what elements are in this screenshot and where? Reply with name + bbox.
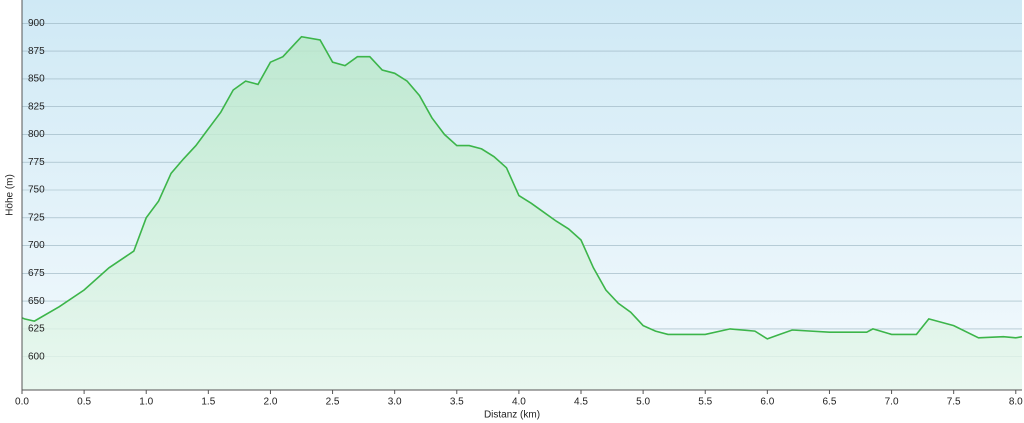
y-tick-label: 725: [28, 212, 45, 223]
x-tick-label: 1.0: [139, 397, 153, 408]
x-tick-label: 1.5: [201, 397, 215, 408]
area-fill: [22, 36, 1022, 390]
x-tick-label: 7.0: [885, 397, 899, 408]
y-tick-label: 825: [28, 101, 45, 112]
y-tick-label: 625: [28, 324, 45, 335]
y-tick-label: 650: [28, 296, 45, 307]
x-tick-label: 0.5: [77, 397, 91, 408]
x-tick-label: 8.0: [1009, 397, 1023, 408]
x-tick-label: 5.0: [636, 397, 650, 408]
x-tick-label: 3.5: [450, 397, 464, 408]
y-tick-label: 675: [28, 268, 45, 279]
y-axis-label: Höhe (m): [5, 174, 16, 216]
y-tick-label: 600: [28, 351, 45, 362]
y-tick-label: 800: [28, 129, 45, 140]
y-tick-label: 775: [28, 157, 45, 168]
elevation-line: [21, 35, 1023, 340]
y-tick-label: 900: [28, 18, 45, 29]
y-tick-label: 700: [28, 240, 45, 251]
x-tick-label: 2.0: [263, 397, 277, 408]
y-tick-label: 850: [28, 74, 45, 85]
x-axis-label: Distanz (km): [484, 410, 540, 421]
x-tick-label: 3.0: [388, 397, 402, 408]
x-tick-label: 2.5: [326, 397, 340, 408]
x-tick-label: 4.5: [574, 397, 588, 408]
x-tick-label: 6.5: [823, 397, 837, 408]
x-tick-label: 7.5: [947, 397, 961, 408]
y-tick-label: 750: [28, 185, 45, 196]
y-tick-label: 875: [28, 46, 45, 57]
x-tick-label: 5.5: [698, 397, 712, 408]
x-tick-label: 4.0: [512, 397, 526, 408]
x-tick-label: 0.0: [15, 397, 29, 408]
x-tick-label: 6.0: [760, 397, 774, 408]
